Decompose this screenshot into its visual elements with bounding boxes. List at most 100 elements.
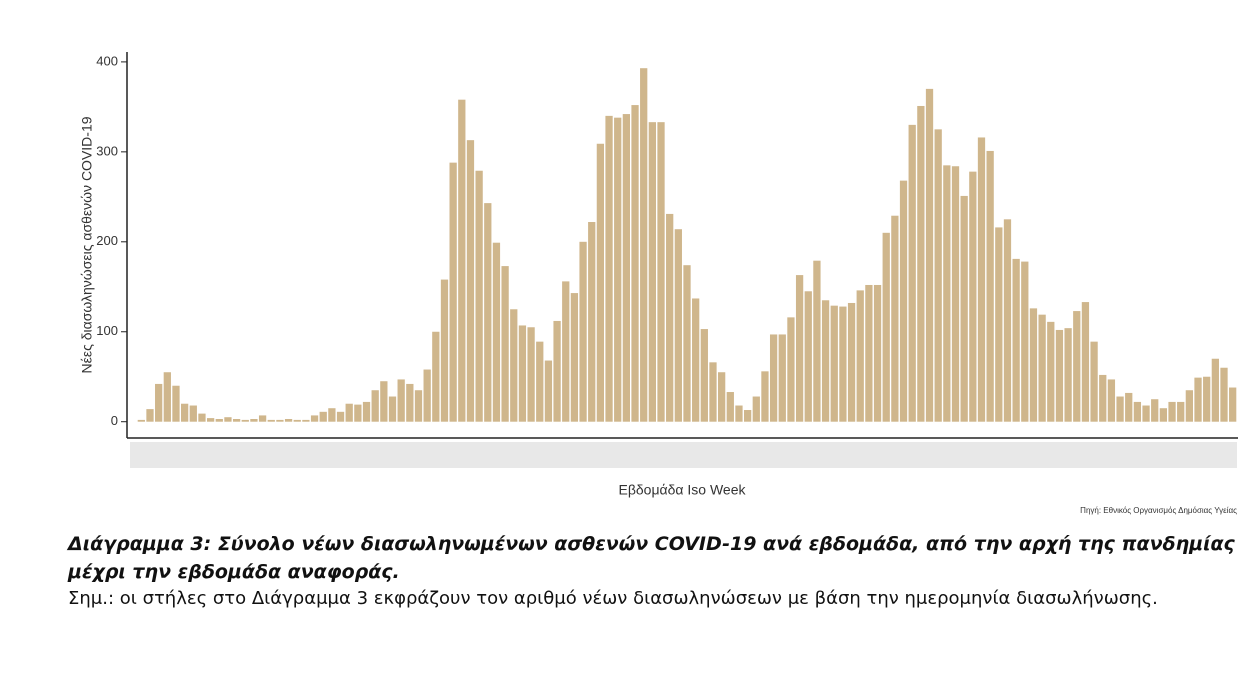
bar (1203, 376, 1211, 422)
bar (397, 379, 405, 422)
bar (977, 137, 986, 422)
bar (1003, 219, 1012, 422)
bar (553, 320, 561, 422)
bar (1133, 401, 1142, 422)
bar (544, 360, 553, 422)
bar (1012, 258, 1020, 422)
bar (163, 372, 171, 422)
bar (1090, 341, 1098, 422)
bar (1151, 399, 1159, 422)
bar (614, 117, 622, 422)
bar (769, 334, 778, 422)
bar (380, 381, 388, 422)
bar (1064, 328, 1072, 422)
bar (821, 300, 830, 422)
bar (865, 284, 873, 422)
x-axis-label: Εβδομάδα Iso Week (618, 482, 746, 498)
y-axis-label: Νέες διασωληνώσεις ασθενών COVID-19 (79, 116, 95, 373)
bar (440, 279, 449, 422)
bar (1055, 329, 1064, 422)
bar (371, 390, 379, 422)
bar (1159, 408, 1168, 422)
bar (856, 290, 864, 422)
y-tick-label: 200 (96, 233, 118, 248)
bar (1081, 302, 1090, 422)
bar (527, 327, 535, 422)
bar (345, 403, 353, 422)
y-tick-label: 300 (96, 143, 118, 158)
bar (224, 417, 232, 422)
bar (882, 232, 890, 422)
bar (891, 215, 899, 422)
bar (778, 334, 786, 422)
caption: Διάγραμμα 3: Σύνολο νέων διασωληνωμένων … (68, 533, 1235, 583)
bar (232, 419, 241, 422)
bar (657, 122, 665, 422)
bar (432, 331, 440, 422)
bar (1194, 377, 1202, 422)
bar (917, 105, 925, 422)
source: Πηγή: Εθνικός Οργανισμός Δημόσιας Υγείας (1080, 506, 1237, 515)
bar (925, 88, 934, 422)
bar (1211, 358, 1219, 422)
bar (804, 291, 812, 422)
bar (588, 222, 596, 422)
bar (1125, 392, 1133, 422)
bar (1185, 390, 1193, 422)
y-tick-label: 0 (111, 413, 118, 428)
bar (1177, 401, 1185, 422)
bar (839, 306, 847, 422)
bar (310, 415, 319, 422)
bar (873, 284, 882, 422)
bar (250, 419, 258, 422)
bar (146, 409, 154, 422)
bar (510, 309, 518, 422)
note: Σημ.: οι στήλες στο Διάγραμμα 3 εκφράζου… (68, 588, 1158, 609)
bar (536, 341, 544, 422)
bar (692, 298, 700, 422)
bar (1047, 321, 1055, 422)
bar (258, 415, 267, 422)
bar (475, 170, 483, 422)
bar (1021, 261, 1029, 422)
y-tick-label: 400 (96, 53, 118, 68)
bar (406, 383, 414, 422)
bar (302, 419, 310, 422)
bar (743, 410, 752, 422)
bar (735, 405, 743, 422)
bar (752, 396, 760, 422)
bar (995, 227, 1003, 422)
bar (960, 195, 968, 422)
bar (492, 242, 501, 422)
bar (830, 305, 838, 422)
bar (1229, 387, 1237, 422)
bar (1107, 379, 1116, 422)
bar (709, 362, 717, 422)
bar (683, 265, 691, 422)
bar (631, 105, 639, 422)
bar (189, 405, 197, 422)
bar (787, 317, 795, 422)
bar (640, 68, 648, 422)
bar (674, 229, 682, 422)
bar (934, 129, 942, 422)
bar (206, 418, 215, 422)
bar (1142, 405, 1150, 422)
bar (1073, 311, 1081, 422)
bar (622, 114, 631, 422)
bar (388, 396, 397, 422)
bar (986, 150, 994, 422)
bar (726, 392, 734, 422)
bar (458, 99, 466, 422)
bar (847, 302, 856, 422)
bar (813, 260, 821, 422)
bar (908, 124, 916, 422)
bar (293, 419, 301, 422)
bar (137, 419, 145, 422)
bar (1220, 367, 1228, 422)
bar (336, 411, 345, 422)
bar (951, 166, 960, 422)
bar (518, 325, 527, 422)
bar (700, 329, 708, 422)
